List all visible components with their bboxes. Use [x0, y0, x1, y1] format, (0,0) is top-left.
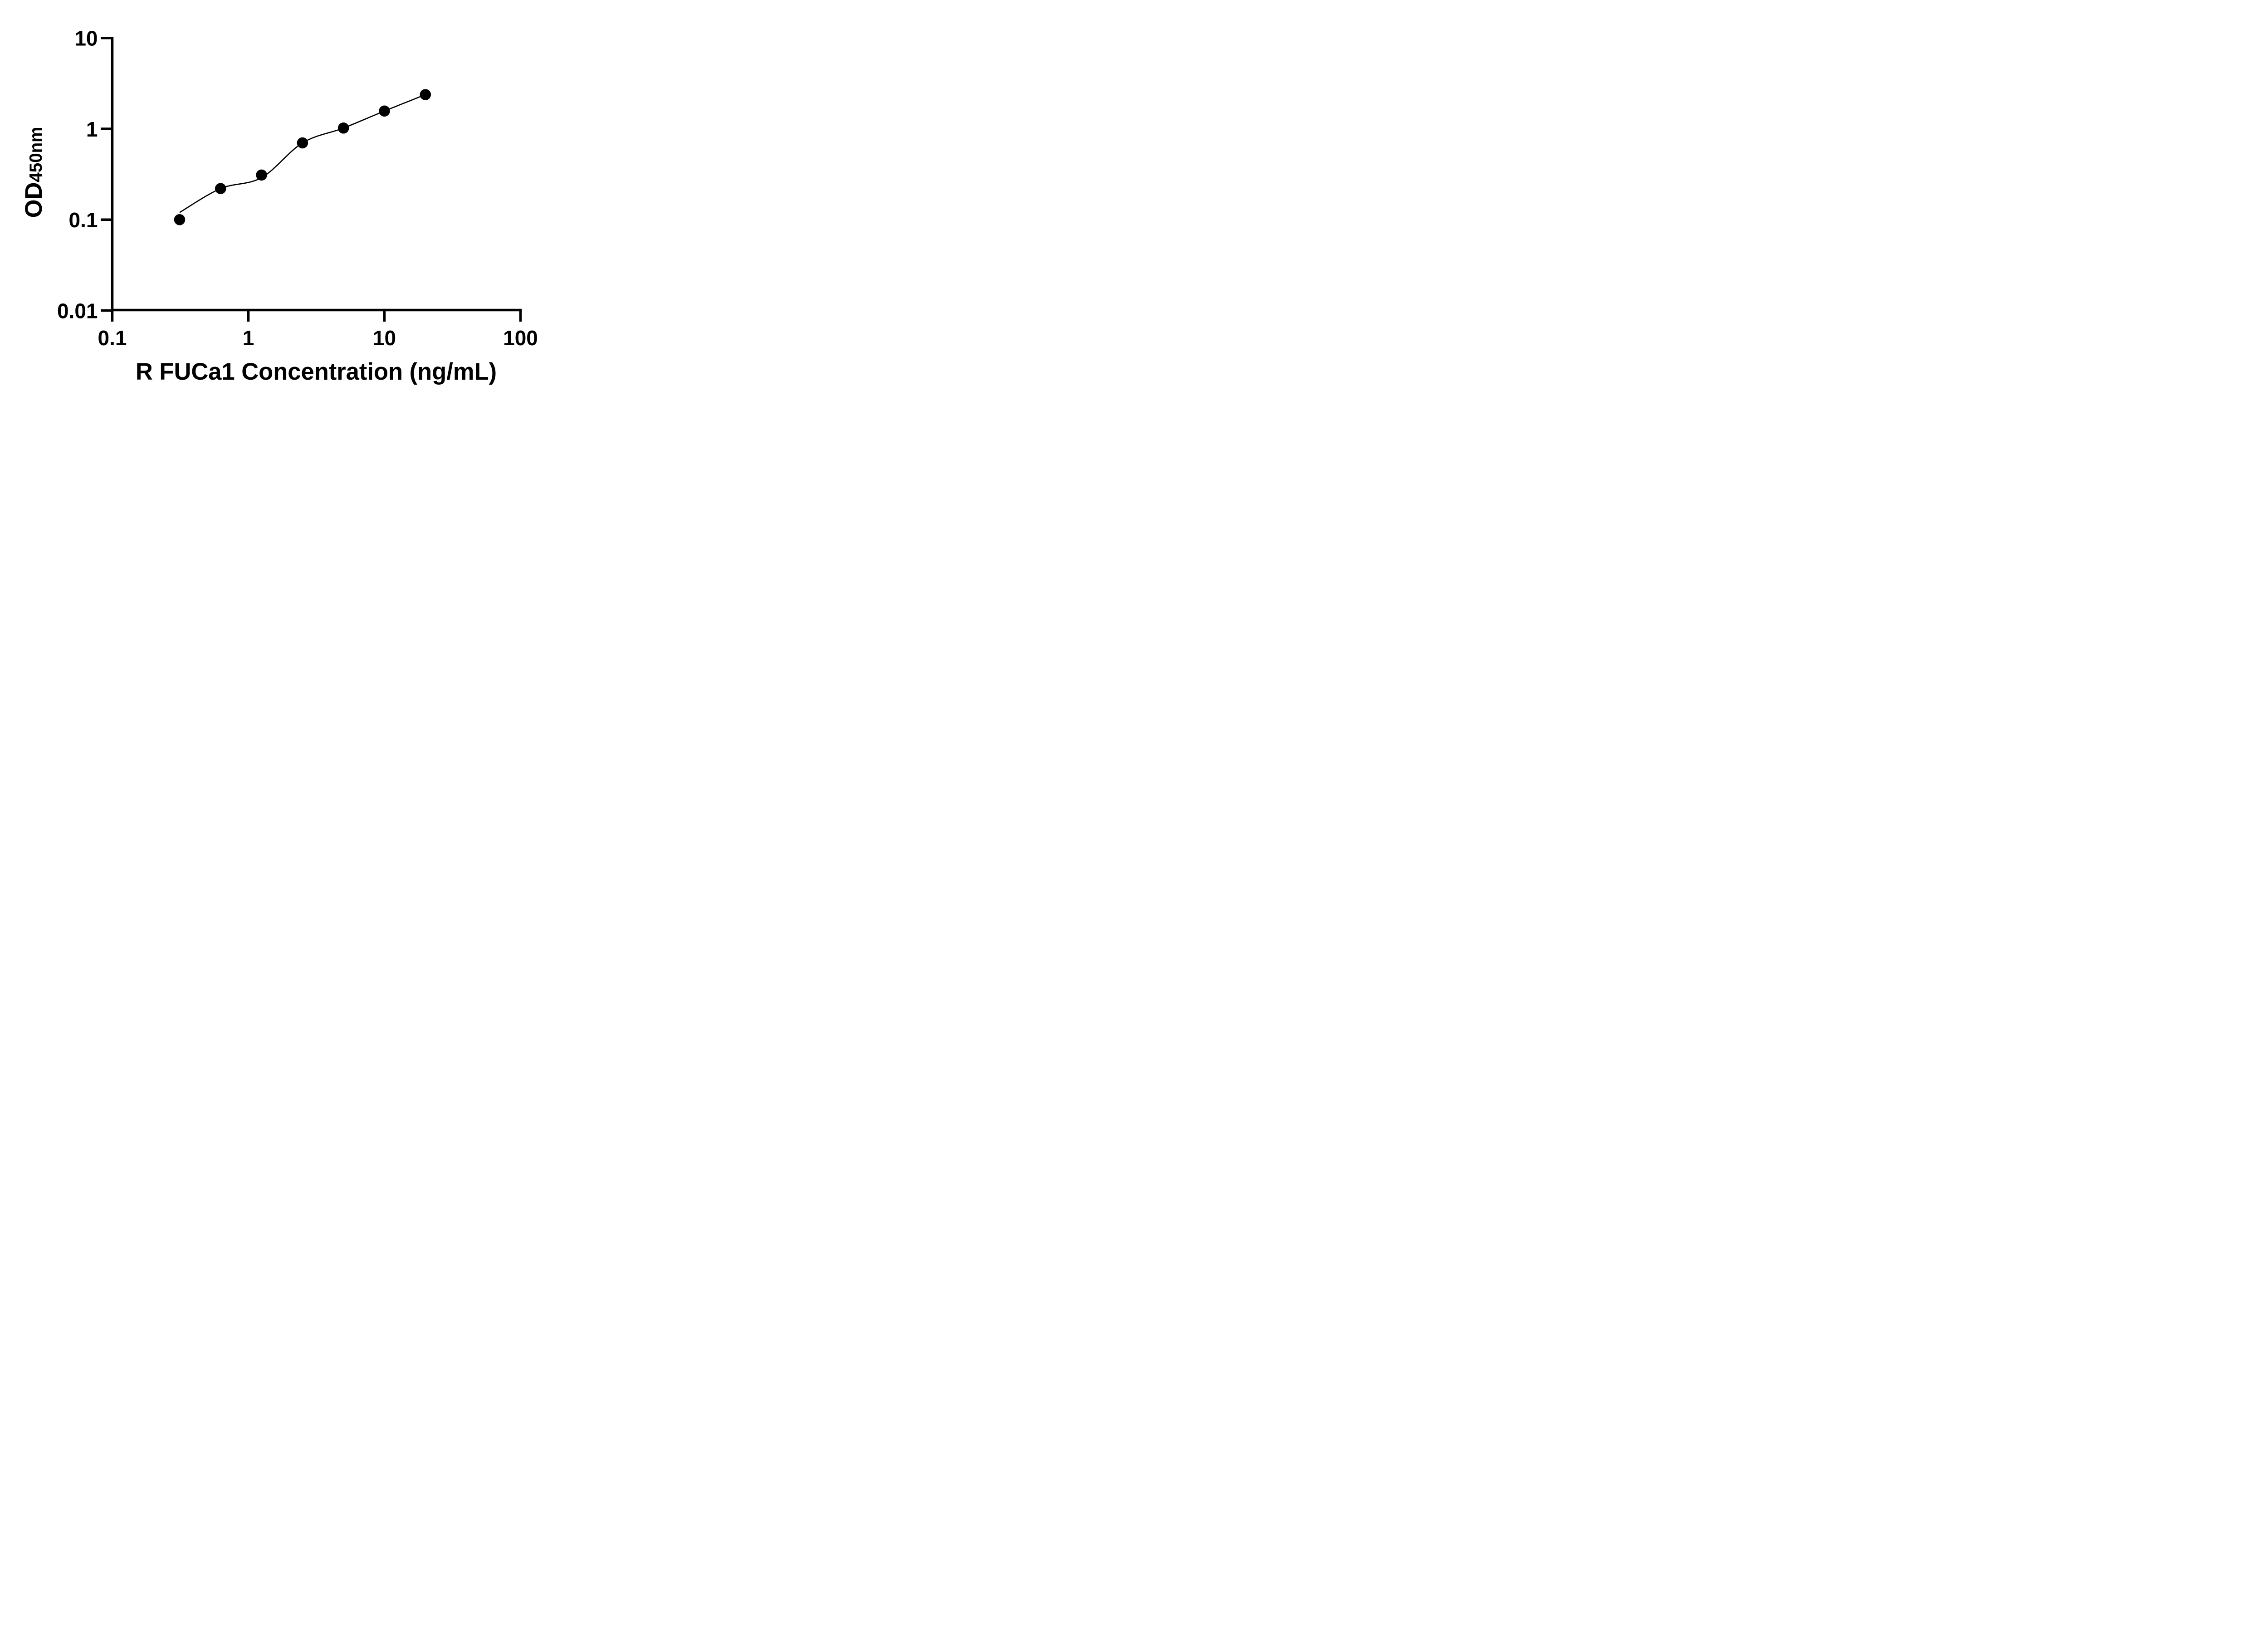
x-tick-label: 10: [373, 326, 396, 350]
x-tick-label: 1: [243, 326, 254, 350]
y-tick-label: 1: [86, 117, 98, 141]
y-tick-label: 10: [74, 27, 98, 50]
x-tick-label: 0.1: [98, 326, 127, 350]
x-axis-title: R FUCa1 Concentration (ng/mL): [135, 358, 497, 385]
y-axis-title-main: OD: [20, 182, 47, 218]
data-point-marker: [256, 169, 267, 181]
data-point-marker: [337, 122, 349, 134]
elisa-standard-curve-figure: 10 1 0.1 0.01 0.1 1 10 100 R FUCa1 Concentratio…: [0, 0, 583, 408]
y-tick-label: 0.1: [69, 208, 98, 232]
data-point-marker: [215, 183, 226, 194]
data-point-marker: [379, 105, 390, 117]
data-point-marker: [174, 214, 186, 225]
data-point-marker: [297, 137, 308, 149]
x-tick-label: 100: [503, 326, 538, 350]
y-axis-title-subscript: 450nm: [26, 127, 46, 182]
data-point-marker: [420, 89, 431, 100]
y-tick-label: 0.01: [57, 299, 98, 323]
y-axis-title: OD450nm: [20, 127, 47, 218]
